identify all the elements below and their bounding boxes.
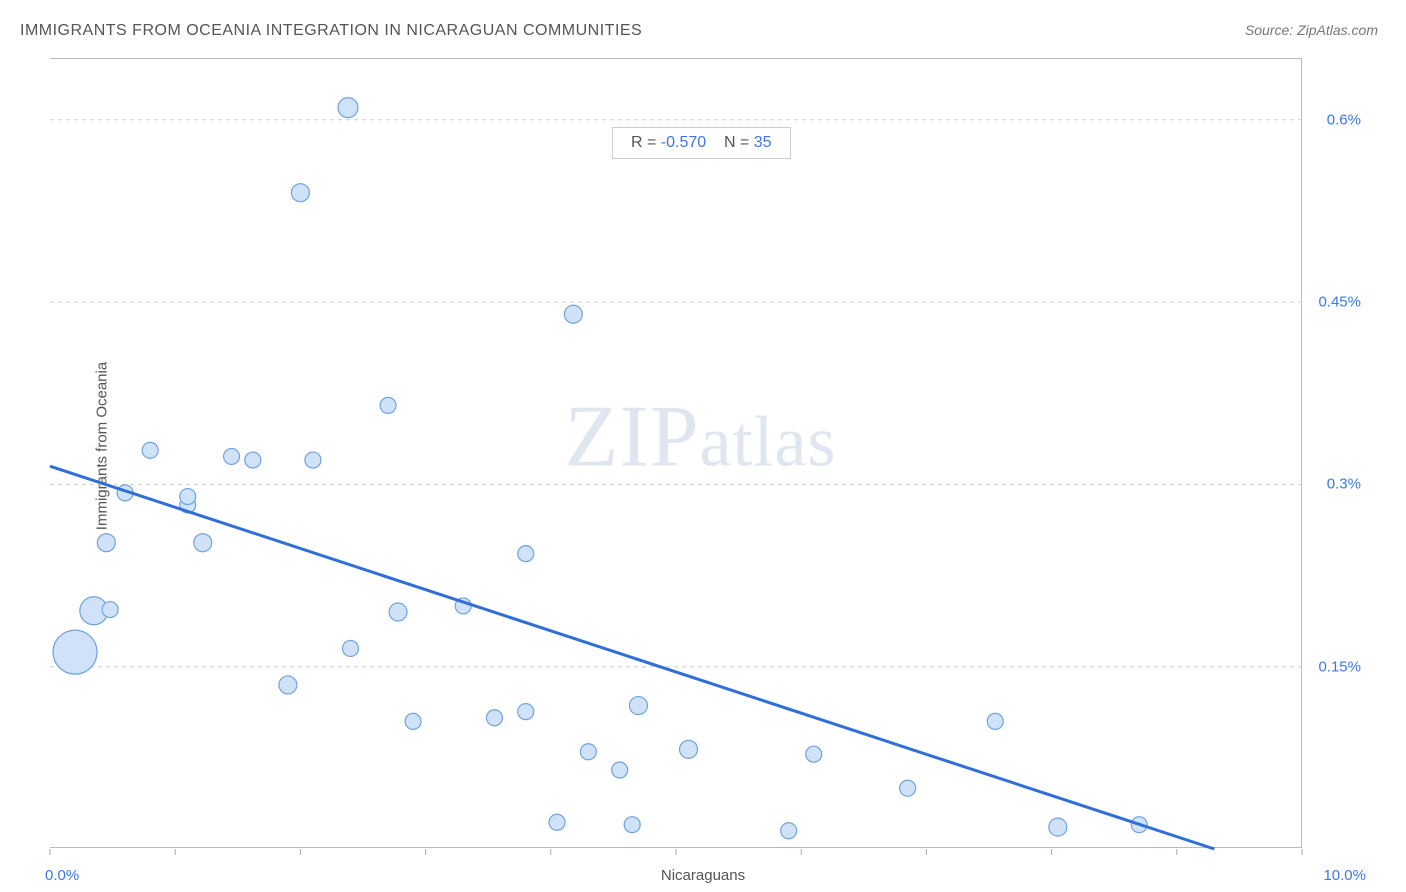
plot-area: ZIPatlas R = -0.570 N = 35 0.15%0.3%0.45… [50, 58, 1302, 848]
scatter-point [142, 442, 158, 458]
scatter-point [612, 762, 628, 778]
scatter-point [486, 710, 502, 726]
scatter-point [806, 746, 822, 762]
y-tick-label: 0.6% [1311, 111, 1361, 128]
scatter-point [245, 452, 261, 468]
y-tick-label: 0.45% [1311, 294, 1361, 311]
scatter-point [305, 452, 321, 468]
scatter-point [680, 740, 698, 758]
scatter-point [291, 184, 309, 202]
chart-title: IMMIGRANTS FROM OCEANIA INTEGRATION IN N… [20, 22, 642, 40]
scatter-point [102, 602, 118, 618]
scatter-point [180, 489, 196, 505]
trend-line [50, 466, 1214, 849]
scatter-point [900, 780, 916, 796]
scatter-point [389, 603, 407, 621]
source-label: Source: ZipAtlas.com [1245, 22, 1378, 38]
scatter-point [53, 630, 97, 674]
y-tick-label: 0.3% [1311, 476, 1361, 493]
scatter-point [580, 744, 596, 760]
scatter-point [338, 98, 358, 118]
scatter-point [781, 823, 797, 839]
scatter-point [518, 546, 534, 562]
scatter-point [624, 817, 640, 833]
scatter-point [97, 534, 115, 552]
scatter-point [405, 713, 421, 729]
scatter-point [518, 704, 534, 720]
scatter-point [1049, 818, 1067, 836]
scatter-point [629, 697, 647, 715]
scatter-point [194, 534, 212, 552]
scatter-point [564, 305, 582, 323]
scatter-point [380, 397, 396, 413]
chart-svg [50, 59, 1301, 847]
scatter-point [342, 640, 358, 656]
scatter-point [224, 448, 240, 464]
x-axis-title: Nicaraguans [661, 867, 745, 884]
scatter-point [279, 676, 297, 694]
scatter-point [549, 814, 565, 830]
scatter-point [987, 713, 1003, 729]
y-tick-label: 0.15% [1311, 658, 1361, 675]
x-min-label: 0.0% [45, 867, 79, 884]
x-max-label: 10.0% [1323, 867, 1366, 884]
